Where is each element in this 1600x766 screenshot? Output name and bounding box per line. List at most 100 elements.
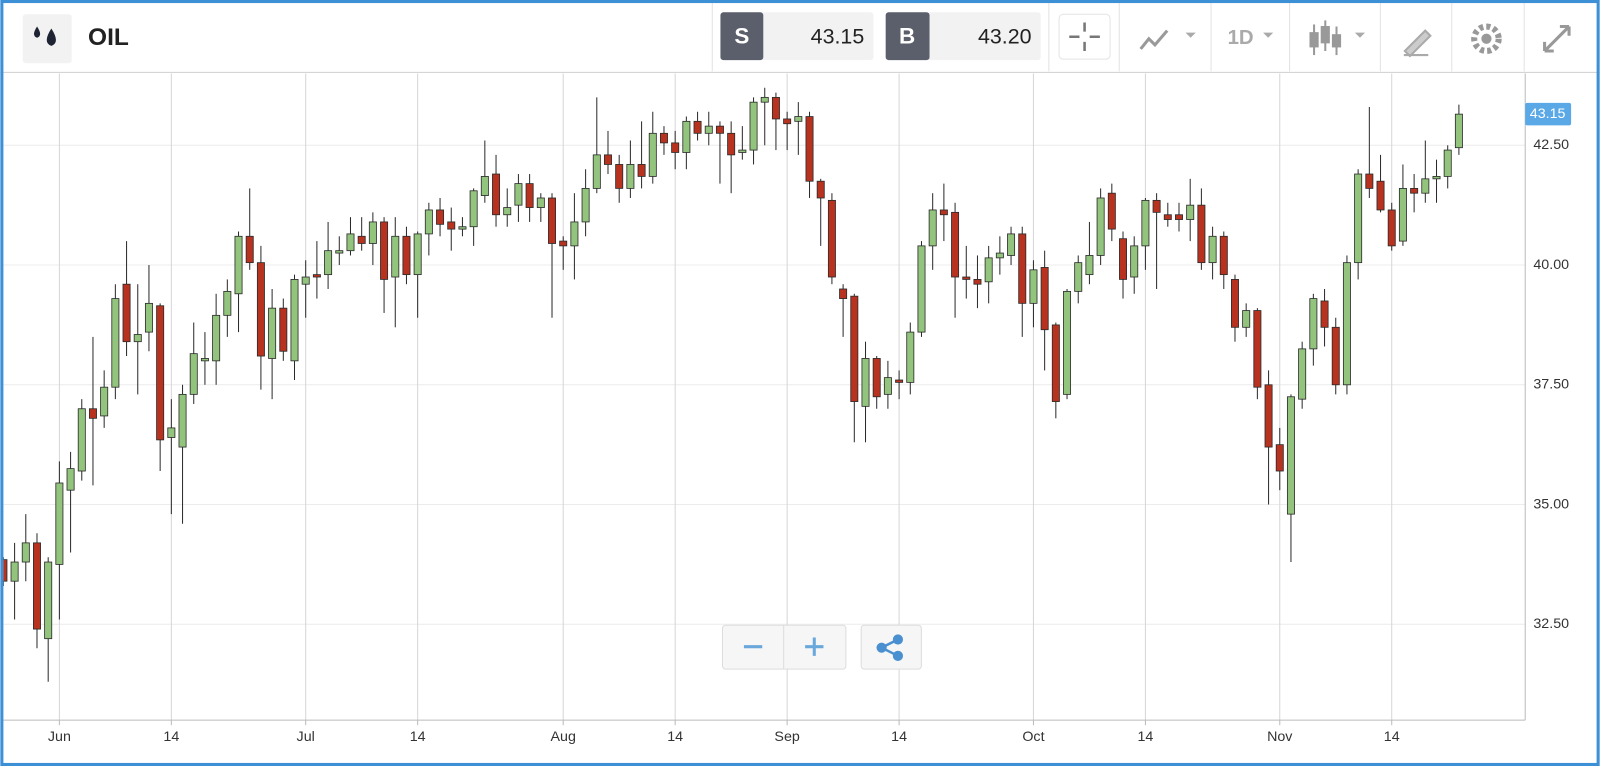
candle-body xyxy=(312,274,321,278)
candle-body xyxy=(1454,113,1463,149)
candle-body xyxy=(1096,197,1105,256)
candle-body xyxy=(1432,176,1441,180)
x-tick-label: 14 xyxy=(1137,729,1153,745)
candle-body xyxy=(368,221,377,244)
candle-body xyxy=(413,233,422,276)
toolbar: OIL S 43.15 B 43.20 1D xyxy=(0,0,1600,73)
candle-body xyxy=(144,302,153,333)
candle-body xyxy=(424,209,433,235)
x-tick-label: 14 xyxy=(163,729,179,745)
y-tick-label: 40.00 xyxy=(1533,257,1569,273)
drop-icon xyxy=(34,26,41,38)
candle-body xyxy=(3,559,8,582)
fullscreen-button[interactable] xyxy=(1543,24,1571,53)
buy-button[interactable]: B 43.20 xyxy=(885,12,1041,61)
settings-center xyxy=(1481,33,1492,44)
candle-body xyxy=(480,176,489,196)
candle-body xyxy=(816,180,825,199)
candle-body xyxy=(301,276,310,285)
chart-type-button[interactable] xyxy=(1309,20,1342,56)
zoom-in-button[interactable] xyxy=(805,637,824,656)
candle-body xyxy=(492,173,501,216)
candle-body xyxy=(1141,199,1150,247)
candle-body xyxy=(917,245,926,333)
candle-body xyxy=(682,120,691,153)
candle-body xyxy=(1410,187,1419,194)
candle-body xyxy=(1219,235,1228,276)
x-tick-label: 14 xyxy=(1384,729,1400,745)
interval-button[interactable]: 1D xyxy=(1228,27,1254,49)
candle-body xyxy=(100,386,109,417)
candle-body xyxy=(883,377,892,395)
candle-body xyxy=(122,283,131,343)
candle-body xyxy=(1063,290,1072,395)
settings-button[interactable] xyxy=(1471,23,1502,55)
candle-body xyxy=(794,116,803,122)
candle-body xyxy=(839,288,848,299)
candle-body xyxy=(1365,173,1374,189)
candle-body xyxy=(189,353,198,395)
candle-body xyxy=(1051,324,1060,402)
zoom-controls xyxy=(721,624,922,670)
candle-body xyxy=(951,211,960,278)
candle-body xyxy=(805,116,814,182)
candle-body xyxy=(178,393,187,448)
candle-body xyxy=(245,235,254,264)
candle-body xyxy=(1320,300,1329,328)
candle-body xyxy=(536,197,545,208)
axes: 32.50 35.00 37.50 40.00 42.50 Jun 14 Jul 14 Aug 14… xyxy=(3,73,1572,745)
candle-body xyxy=(570,221,579,247)
candle-body xyxy=(592,154,601,189)
candle-body xyxy=(637,164,646,177)
candle-body xyxy=(1231,279,1239,328)
candle-body xyxy=(44,561,53,640)
candle-body xyxy=(212,314,221,362)
candle-body xyxy=(1443,149,1452,177)
candle-body xyxy=(1331,326,1340,386)
candle-body xyxy=(962,276,971,280)
candle-body xyxy=(615,164,624,189)
candle-body xyxy=(111,298,120,388)
sell-button[interactable]: S 43.15 xyxy=(720,12,874,61)
candle-body xyxy=(234,235,243,295)
candle-body xyxy=(1376,180,1385,211)
candle-body xyxy=(973,279,982,285)
draw-button[interactable] xyxy=(1403,29,1432,58)
candle-body xyxy=(1242,310,1251,328)
candle-body xyxy=(88,408,97,419)
buy-label: B xyxy=(899,24,915,49)
dropdown-arrow xyxy=(1354,32,1366,38)
y-tick-label: 32.50 xyxy=(1533,616,1569,632)
candle-body xyxy=(156,305,165,441)
x-tick-label: Aug xyxy=(551,729,576,745)
candle-body xyxy=(559,240,568,247)
share-node xyxy=(892,650,904,661)
candle-body xyxy=(1421,178,1430,194)
candle-body xyxy=(33,542,41,630)
candle-body xyxy=(1197,204,1206,264)
candle-body xyxy=(626,164,635,189)
candle-body xyxy=(1398,187,1407,242)
sell-price: 43.15 xyxy=(811,24,865,48)
candle-body xyxy=(1018,233,1027,304)
candle-body xyxy=(1085,255,1094,276)
candle-body xyxy=(895,379,904,383)
candle-body xyxy=(447,221,456,230)
candle-body xyxy=(223,290,232,316)
candle-body xyxy=(1286,396,1295,515)
drop-icon xyxy=(46,28,56,46)
candle-body xyxy=(928,209,937,247)
candle-body xyxy=(906,331,915,383)
candle-body xyxy=(77,408,86,472)
candle-body xyxy=(939,209,948,216)
candle-body xyxy=(995,252,1004,259)
share-button[interactable] xyxy=(860,624,922,670)
indicator-button[interactable] xyxy=(1139,29,1169,50)
candle-body xyxy=(1175,214,1183,220)
candle-body xyxy=(357,235,366,244)
last-value-tag xyxy=(1525,102,1572,126)
crosshair-button[interactable] xyxy=(1058,13,1111,60)
x-tick-label: Oct xyxy=(1022,729,1044,745)
